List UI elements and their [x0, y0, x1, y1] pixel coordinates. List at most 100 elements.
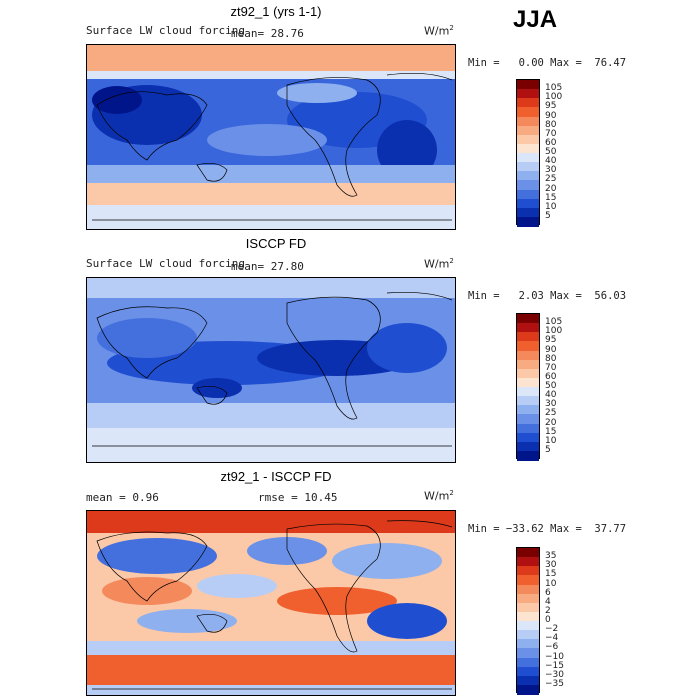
colorbar-swatch: [517, 557, 539, 567]
colorbar-tick-label: 15: [545, 192, 557, 203]
colorbar-tick-label: 40: [545, 390, 557, 401]
panel-3-title: zt92_1 - ISCCP FD: [220, 469, 332, 484]
colorbar-tick-label: 6: [545, 587, 551, 598]
colorbar-tick-label: 50: [545, 147, 557, 157]
colorbar-swatch: [517, 575, 539, 585]
colorbar-swatch: [517, 657, 539, 668]
colorbar-tick-label: −2: [545, 624, 559, 635]
panel-2-colorbar: [516, 313, 540, 461]
panel-3-units: W/m2: [424, 489, 454, 503]
colorbar-tick-label: 0: [545, 615, 551, 625]
colorbar-tick-label: 60: [545, 137, 557, 148]
colorbar-tick-label: 25: [545, 408, 557, 419]
colorbar-tick-label: 35: [545, 551, 557, 562]
colorbar-swatch: [517, 107, 539, 117]
colorbar-tick-label: 30: [545, 560, 557, 571]
colorbar-tick-label: 80: [545, 119, 557, 130]
colorbar-tick-label: 95: [545, 335, 557, 346]
colorbar-swatch: [517, 639, 539, 649]
colorbar-swatch: [517, 323, 539, 333]
colorbar-tick-label: 5: [545, 210, 551, 221]
panel-1-units: W/m2: [424, 24, 454, 38]
colorbar-swatch: [517, 675, 539, 686]
colorbar-tick-label: −10: [545, 651, 564, 662]
colorbar-swatch: [517, 368, 539, 379]
colorbar-swatch: [517, 98, 539, 108]
panel-2-colorbar-ticks: 105 100 95 90 80 70 60 50 40 30 25 20 15 10 5: [545, 313, 585, 459]
panel-1-colorbar: [516, 79, 540, 227]
panel-1-mean: mean= 28.76: [231, 27, 304, 40]
colorbar-swatch: [517, 432, 539, 443]
colorbar-tick-label: −15: [545, 660, 564, 671]
colorbar-swatch: [517, 566, 539, 576]
colorbar-swatch: [517, 332, 539, 342]
colorbar-swatch: [517, 666, 539, 677]
colorbar-tick-label: 30: [545, 165, 557, 176]
colorbar-swatch: [517, 630, 539, 640]
colorbar-tick-label: 50: [545, 381, 557, 391]
panel-1-colorbar-ticks: 105 100 95 90 80 70 60 50 40 30 25 20 15 10 5: [545, 79, 585, 225]
panel-2-map: [86, 277, 456, 463]
panel-3-map: [86, 510, 456, 696]
colorbar-swatch: [517, 198, 539, 209]
colorbar-swatch: [517, 414, 539, 424]
colorbar-tick-label: −35: [545, 678, 564, 689]
colorbar-swatch: [517, 116, 539, 127]
colorbar-swatch: [517, 548, 539, 558]
colorbar-swatch: [517, 405, 539, 415]
colorbar-swatch: [517, 171, 539, 181]
colorbar-tick-label: 90: [545, 110, 557, 121]
colorbar-tick-label: 15: [545, 569, 557, 580]
colorbar-swatch: [517, 648, 539, 658]
colorbar-swatch: [517, 314, 539, 324]
panel-3-rmse: rmse = 10.45: [258, 491, 338, 504]
colorbar-tick-label: 80: [545, 353, 557, 364]
panel-1-variable: Surface LW cloud forcing: [86, 24, 245, 37]
colorbar-tick-label: −6: [545, 642, 559, 653]
colorbar-swatch: [517, 621, 539, 631]
panel-1-minmax: Min = 0.00 Max = 76.47: [468, 57, 627, 69]
colorbar-swatch: [517, 180, 539, 190]
panel-1-title: zt92_1 (yrs 1-1): [230, 4, 322, 19]
colorbar-tick-label: 2: [545, 605, 551, 616]
colorbar-tick-label: −30: [545, 669, 564, 680]
colorbar-tick-label: 100: [545, 92, 563, 103]
colorbar-swatch: [517, 611, 539, 622]
colorbar-swatch: [517, 80, 539, 90]
panel-2-title: ISCCP FD: [245, 236, 307, 251]
colorbar-tick-label: 60: [545, 371, 557, 382]
colorbar-tick-label: −4: [545, 633, 559, 644]
colorbar-tick-label: 5: [545, 444, 551, 455]
colorbar-tick-label: 4: [545, 596, 551, 607]
panel-2-units: W/m2: [424, 257, 454, 271]
colorbar-tick-label: 105: [545, 83, 563, 94]
colorbar-swatch: [517, 143, 539, 154]
colorbar-swatch: [517, 684, 539, 695]
colorbar-tick-label: 20: [545, 417, 557, 428]
colorbar-tick-label: 40: [545, 156, 557, 167]
colorbar-tick-label: 105: [545, 317, 563, 328]
colorbar-swatch: [517, 387, 539, 397]
panel-2-variable: Surface LW cloud forcing: [86, 257, 245, 270]
panel-3-colorbar-ticks: 35 30 15 10 6 4 2 0 −2 −4 −6 −10 −15 −30 −35: [545, 547, 585, 693]
colorbar-swatch: [517, 377, 539, 388]
colorbar-tick-label: 10: [545, 578, 557, 589]
colorbar-swatch: [517, 125, 539, 136]
panel-3-mean: mean = 0.96: [86, 491, 159, 504]
panel-1-map: [86, 44, 456, 230]
colorbar-swatch: [517, 602, 539, 613]
colorbar-swatch: [517, 89, 539, 99]
colorbar-swatch: [517, 450, 539, 461]
season-label: JJA: [513, 6, 558, 33]
colorbar-swatch: [517, 134, 539, 145]
colorbar-tick-label: 70: [545, 362, 557, 373]
colorbar-swatch: [517, 423, 539, 434]
panel-3-minmax: Min = −33.62 Max = 37.77: [468, 523, 627, 535]
colorbar-swatch: [517, 359, 539, 370]
colorbar-tick-label: 10: [545, 201, 557, 212]
colorbar-swatch: [517, 216, 539, 227]
colorbar-tick-label: 95: [545, 101, 557, 112]
colorbar-tick-label: 90: [545, 344, 557, 355]
panel-3-colorbar: [516, 547, 540, 695]
colorbar-swatch: [517, 593, 539, 604]
